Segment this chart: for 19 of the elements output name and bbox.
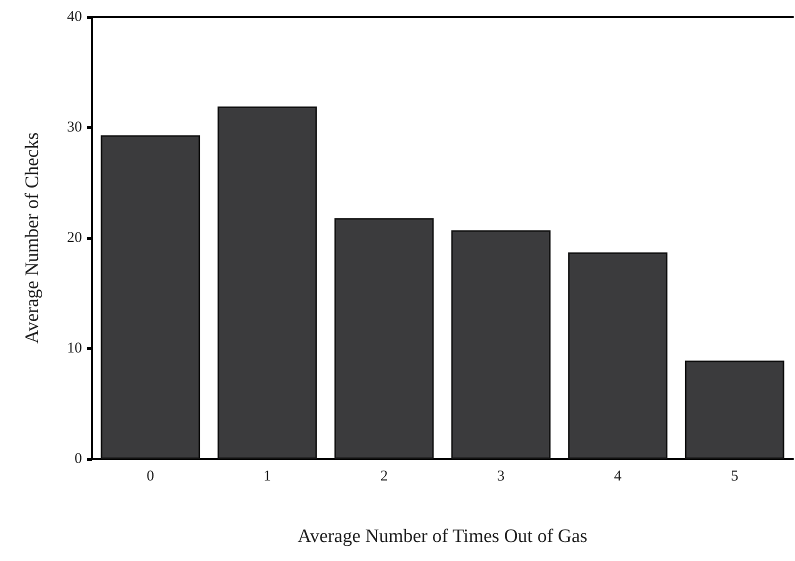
bar [568, 252, 668, 459]
y-tick-label: 30 [67, 120, 82, 136]
x-tick-label: 1 [264, 468, 271, 484]
y-tick-label: 10 [67, 340, 82, 356]
bar [451, 230, 551, 459]
x-tick-label: 4 [614, 468, 622, 484]
x-tick-label: 5 [730, 468, 738, 484]
y-tick-label: 0 [74, 451, 82, 467]
y-tick-label: 20 [67, 230, 82, 246]
y-axis-title: Average Number of Checks [22, 132, 43, 344]
bar [218, 106, 317, 459]
bar [684, 360, 784, 459]
x-axis-title: Average Number of Times Out of Gas [298, 526, 588, 547]
bar [100, 135, 200, 459]
x-tick-label: 3 [497, 468, 505, 484]
x-tick-label: 0 [146, 468, 154, 484]
y-tick-label: 40 [67, 9, 82, 25]
bar [334, 218, 434, 459]
x-tick-label: 2 [380, 468, 388, 484]
